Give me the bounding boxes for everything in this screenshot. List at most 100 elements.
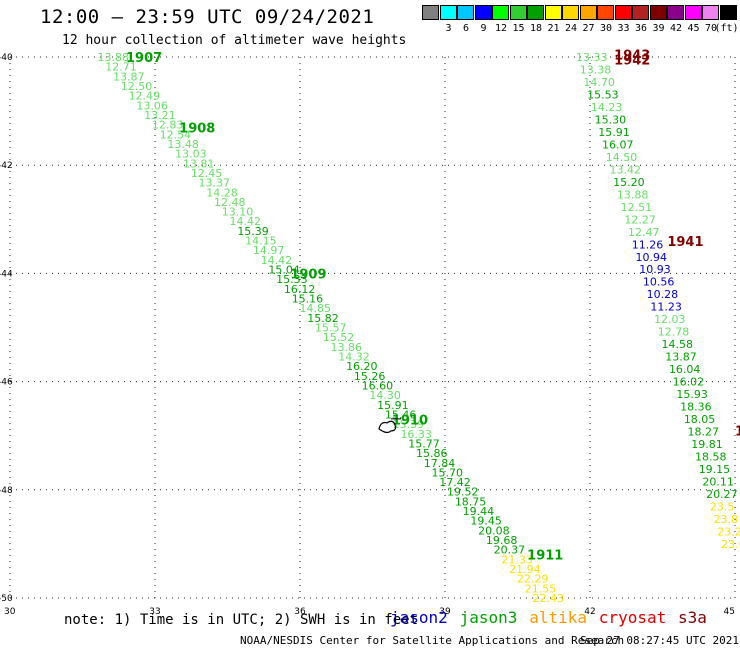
swh-value-label: 12.78	[658, 326, 690, 339]
swh-value-label: 23.5	[710, 500, 735, 513]
swh-value-label: 15.91	[377, 399, 409, 412]
swh-value-label: 22.43	[533, 592, 565, 605]
swh-value-label: 16.04	[669, 363, 701, 376]
grid-layer	[9, 56, 736, 599]
swh-value-label: 23.8	[714, 513, 739, 526]
legend-label: 39	[652, 23, 665, 34]
time-label: 1911	[527, 549, 563, 564]
legend-label: 24	[564, 23, 578, 34]
legend-label: 18	[529, 23, 543, 34]
swh-value-label: 12.45	[191, 167, 223, 180]
legend-swatch	[457, 5, 474, 20]
swh-value-label: 15.30	[595, 113, 627, 126]
satellite-label: cryosat	[598, 608, 667, 627]
swh-value-label: 15.26	[354, 370, 386, 383]
swh-value-label: 12.47	[628, 226, 660, 239]
satellite-label: altika	[529, 608, 587, 627]
swh-value-label: 19.15	[699, 463, 731, 476]
swh-value-label: 10.56	[643, 276, 675, 289]
swh-value-label: 19.45	[470, 515, 502, 528]
swh-value-label: 12.49	[129, 90, 161, 103]
swh-value-label: 14.30	[369, 389, 401, 402]
legend-label: 6	[462, 23, 470, 34]
legend-swatch	[597, 5, 614, 20]
footer-note: note: 1) Time is in UTC; 2) SWH is in fe…	[64, 612, 419, 628]
legend-label: 15	[512, 23, 525, 34]
swh-value-label: 14.32	[338, 350, 370, 363]
swh-value-label: 23.6	[721, 538, 740, 551]
legend-swatch	[492, 5, 509, 20]
y-tick-label: -50	[0, 594, 13, 604]
swh-value-label: 16.60	[362, 379, 394, 392]
swh-value-label: 15.93	[676, 388, 708, 401]
swh-value-label: 23.2	[717, 525, 740, 538]
swh-value-label: 19.44	[463, 505, 495, 518]
swh-value-label: 13.37	[198, 177, 230, 190]
legend-label: 9	[480, 23, 487, 34]
time-label: 1907	[126, 51, 162, 66]
swh-value-label: 10.94	[635, 251, 667, 264]
swh-value-label: 16.07	[602, 138, 634, 151]
swh-value-label: 17.42	[439, 476, 471, 489]
legend-swatch	[684, 5, 702, 20]
swh-value-label: 15.53	[587, 88, 619, 101]
swh-value-label: 13.88	[98, 51, 130, 64]
swh-value-label: 15.86	[416, 447, 448, 460]
swh-value-label: 15.70	[432, 466, 464, 479]
legend-swatch	[474, 5, 492, 20]
legend-swatch	[702, 5, 719, 20]
island-outline	[378, 420, 397, 434]
legend-label: 30	[599, 23, 613, 34]
swh-value-label: 21.33	[501, 553, 533, 566]
swh-value-label: 13.87	[113, 70, 144, 83]
swh-value-label: 13.33	[576, 51, 608, 64]
swh-value-label: 20.11	[702, 475, 734, 488]
legend-swatch	[422, 5, 439, 20]
swh-value-label: 14.97	[253, 244, 285, 257]
swh-value-label: 11.23	[650, 301, 682, 314]
swh-value-label: 15.16	[292, 293, 324, 306]
swh-value-label: 16.20	[346, 360, 378, 373]
swh-value-label: 20.27	[706, 488, 738, 501]
legend-label: 45	[687, 23, 700, 34]
legend-label: 70	[704, 23, 718, 34]
legend-label: 27	[582, 23, 595, 34]
x-tick-label: 42	[584, 607, 595, 617]
swh-value-label: 14.23	[591, 101, 623, 114]
legend-swatch	[527, 5, 544, 20]
y-tick-label: -46	[0, 378, 13, 388]
swh-value-label: 16.02	[673, 376, 705, 389]
swh-value-label: 13.42	[609, 163, 641, 176]
swh-value-label: 18.75	[455, 495, 487, 508]
swh-value-label: 13.88	[617, 188, 649, 201]
swh-value-label: 15.04	[268, 264, 300, 277]
swh-value-label: 21.55	[525, 582, 557, 595]
swh-value-label: 19.52	[447, 486, 479, 499]
swh-value-label: 15.52	[323, 331, 355, 344]
x-tick-label: 39	[439, 607, 451, 617]
swh-value-label: 12.03	[654, 313, 686, 326]
swh-value-label: 13.21	[144, 109, 176, 122]
swh-value-label: 12.51	[621, 201, 653, 214]
x-tick-label: 36	[294, 607, 306, 617]
legend-swatch	[439, 5, 457, 20]
swh-value-label: 15.20	[613, 176, 645, 189]
x-tick-label: 30	[4, 607, 16, 617]
timestamp: Sep 27 08:27:45 UTC 2021	[580, 634, 739, 647]
swh-value-label: 20.37	[494, 544, 526, 557]
time-label: 1909	[290, 267, 326, 282]
swh-value-label: 11.26	[632, 238, 664, 251]
swh-value-label: 15.39	[393, 418, 425, 431]
swh-value-label: 16.12	[284, 283, 316, 296]
swh-value-label: 13.10	[222, 206, 254, 219]
swh-value-label: 18.58	[695, 451, 727, 464]
legend-swatch	[667, 5, 684, 20]
time-label: 1910	[392, 413, 428, 428]
legend-swatch	[632, 5, 649, 20]
swh-value-label: 14.50	[606, 151, 638, 164]
legend-swatch	[649, 5, 667, 20]
swh-value-label: 12.83	[152, 119, 184, 132]
swh-value-label: 13.81	[183, 157, 215, 170]
legend-swatch	[614, 5, 632, 20]
